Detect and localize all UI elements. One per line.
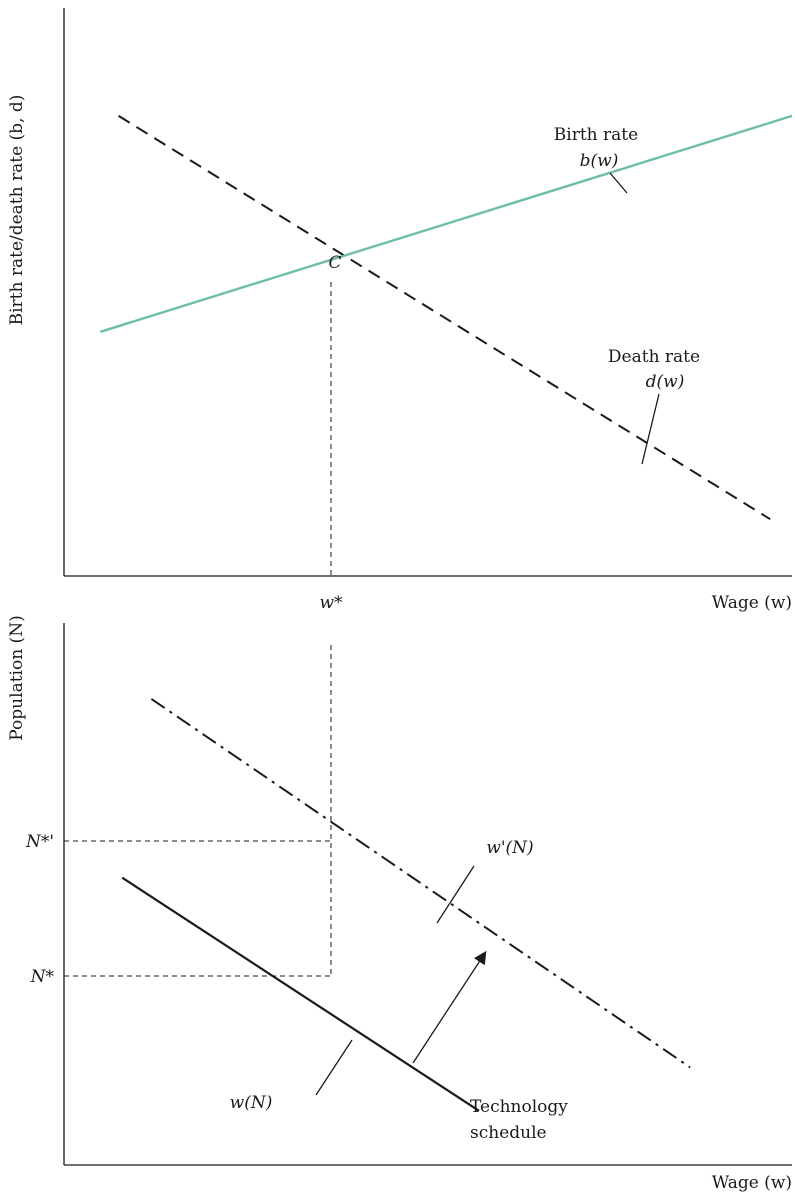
death-rate-leader-line: [641, 393, 660, 465]
birth-rate-function-label: b(w): [580, 151, 619, 171]
death-rate-line: [118, 115, 771, 521]
top-x-tick-w-star: w*: [319, 593, 343, 613]
y-tick-n-star-prime: N*': [25, 832, 54, 852]
death-rate-label: Death rate: [608, 347, 700, 367]
technology-label-line1: Technology: [470, 1097, 568, 1117]
top-y-axis-label: Birth rate/death rate (b, d): [7, 95, 27, 326]
w-prime-n-line: [150, 698, 691, 1069]
w-prime-n-leader-line: [436, 865, 475, 924]
w-n-label: w(N): [230, 1093, 273, 1113]
technology-label-line2: schedule: [470, 1123, 547, 1143]
bottom-y-axis-label: Population (N): [7, 615, 27, 740]
birth-rate-label: Birth rate: [554, 125, 638, 145]
birth-rate-line: [100, 114, 793, 333]
bottom-panel: Population (N) Wage (w) N*' N* w'(N) w(N…: [7, 615, 792, 1193]
w-n-leader-line: [315, 1039, 353, 1096]
death-rate-function-label: d(w): [646, 372, 685, 392]
w-prime-n-label: w'(N): [486, 838, 533, 858]
y-tick-n-star: N*: [30, 967, 55, 987]
top-x-axis-label: Wage (w): [712, 593, 792, 613]
bottom-x-axis-label: Wage (w): [712, 1173, 792, 1193]
w-n-line: [121, 876, 480, 1112]
top-panel: Birth rate/death rate (b, d) Wage (w) w*…: [7, 8, 793, 613]
technology-shift-arrow: [412, 950, 487, 1064]
birth-rate-leader-line: [609, 172, 628, 194]
intersection-label-c: C: [328, 253, 341, 273]
